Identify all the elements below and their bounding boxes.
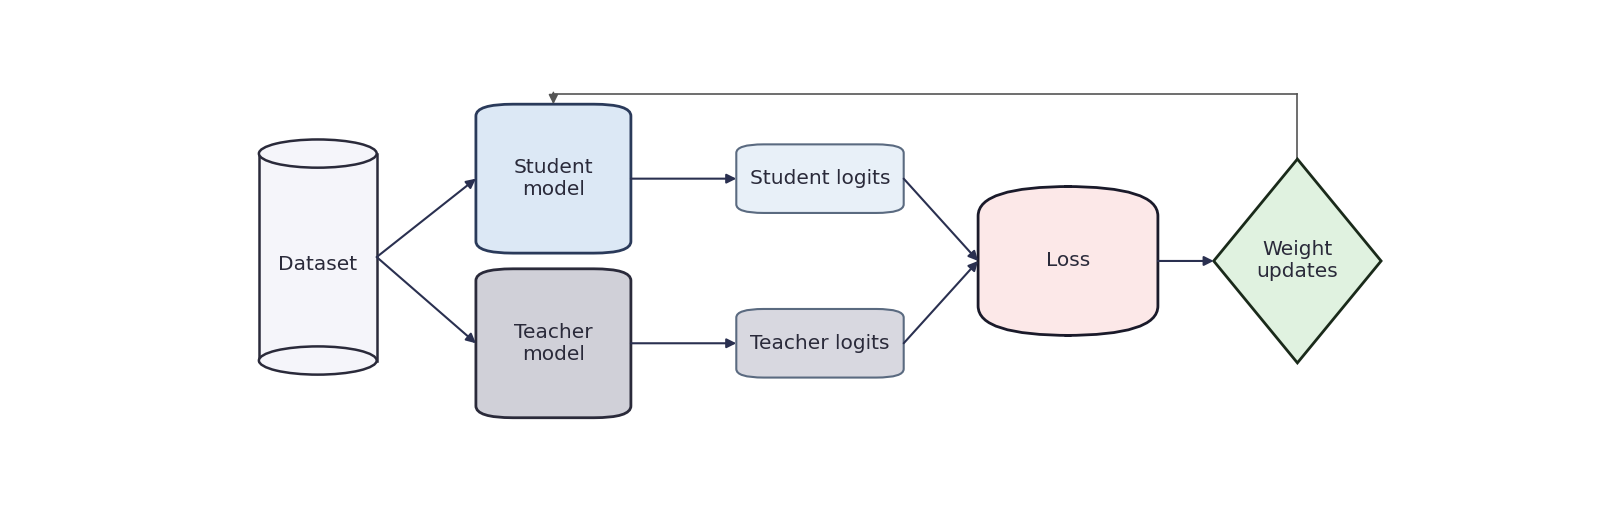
Polygon shape (259, 154, 376, 360)
Polygon shape (1214, 159, 1381, 363)
Text: Teacher logits: Teacher logits (750, 334, 890, 353)
Text: Dataset: Dataset (278, 256, 357, 274)
Text: Loss: Loss (1046, 251, 1090, 270)
Ellipse shape (259, 139, 376, 167)
FancyBboxPatch shape (736, 145, 904, 213)
Text: Weight
updates: Weight updates (1256, 240, 1338, 281)
Ellipse shape (259, 347, 376, 375)
Text: Student logits: Student logits (750, 169, 890, 188)
FancyBboxPatch shape (978, 186, 1158, 335)
Text: Teacher
model: Teacher model (514, 323, 592, 364)
FancyBboxPatch shape (475, 269, 630, 418)
FancyBboxPatch shape (475, 104, 630, 253)
Text: Student
model: Student model (514, 158, 594, 199)
FancyBboxPatch shape (736, 309, 904, 378)
